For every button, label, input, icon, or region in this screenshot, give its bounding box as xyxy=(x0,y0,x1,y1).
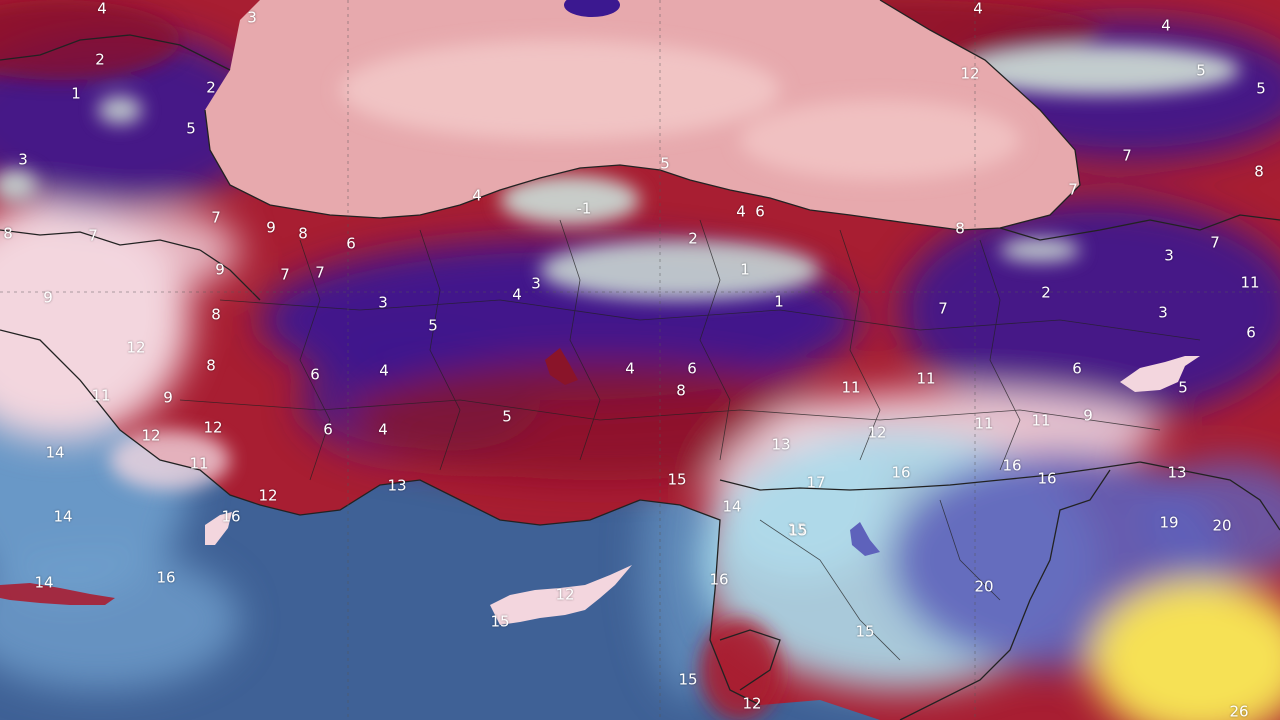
province-border-5 xyxy=(839,229,881,461)
syria-turkey-border xyxy=(719,461,1141,491)
province-border-10 xyxy=(939,499,1001,601)
pontic-cold-patch xyxy=(540,240,820,300)
lake-assad xyxy=(850,522,880,556)
northwest-dark-red-field xyxy=(0,0,180,80)
iran-iraq-border xyxy=(1139,461,1280,531)
crete-island xyxy=(0,583,115,605)
province-border-2 xyxy=(419,229,461,471)
lebanon-red-field xyxy=(700,620,780,720)
northeast-cold-patch xyxy=(1000,238,1080,262)
lake-tuz xyxy=(545,348,578,385)
thrace-pink-field xyxy=(80,210,240,290)
black-sea-light-east xyxy=(740,100,1020,180)
crete-light-water xyxy=(0,550,240,690)
anatolia-south-coastline xyxy=(0,329,761,706)
province-border-3 xyxy=(559,219,601,461)
lake-van xyxy=(1120,356,1200,392)
kastamonu-cold-patch xyxy=(500,175,640,225)
lebanon-border xyxy=(719,629,781,691)
province-border-8 xyxy=(179,399,1161,431)
anatolia-north-coastline xyxy=(204,0,1081,231)
greece-bulgaria-border xyxy=(0,229,201,251)
thrace-border xyxy=(199,249,261,301)
iraq-syria-border xyxy=(899,469,1111,720)
province-border-6 xyxy=(979,239,1021,471)
aegean-coast-pink xyxy=(110,430,230,490)
caucasus-cold-patch xyxy=(960,45,1240,95)
black-sea-light-center xyxy=(340,40,780,140)
rhodes-island xyxy=(205,512,232,545)
small-cold-patch-west xyxy=(98,96,142,124)
province-border-9 xyxy=(759,519,901,661)
small-cold-patch-bg xyxy=(0,169,37,201)
province-border-7 xyxy=(219,299,1201,341)
mesopotamia-yellow-field xyxy=(1090,580,1280,720)
province-border-1 xyxy=(299,239,331,481)
georgia-border xyxy=(999,214,1280,241)
crimea-dark-spot xyxy=(564,0,620,17)
province-border-4 xyxy=(699,219,731,461)
cyprus-island xyxy=(490,565,632,625)
balkan-border xyxy=(0,34,231,71)
